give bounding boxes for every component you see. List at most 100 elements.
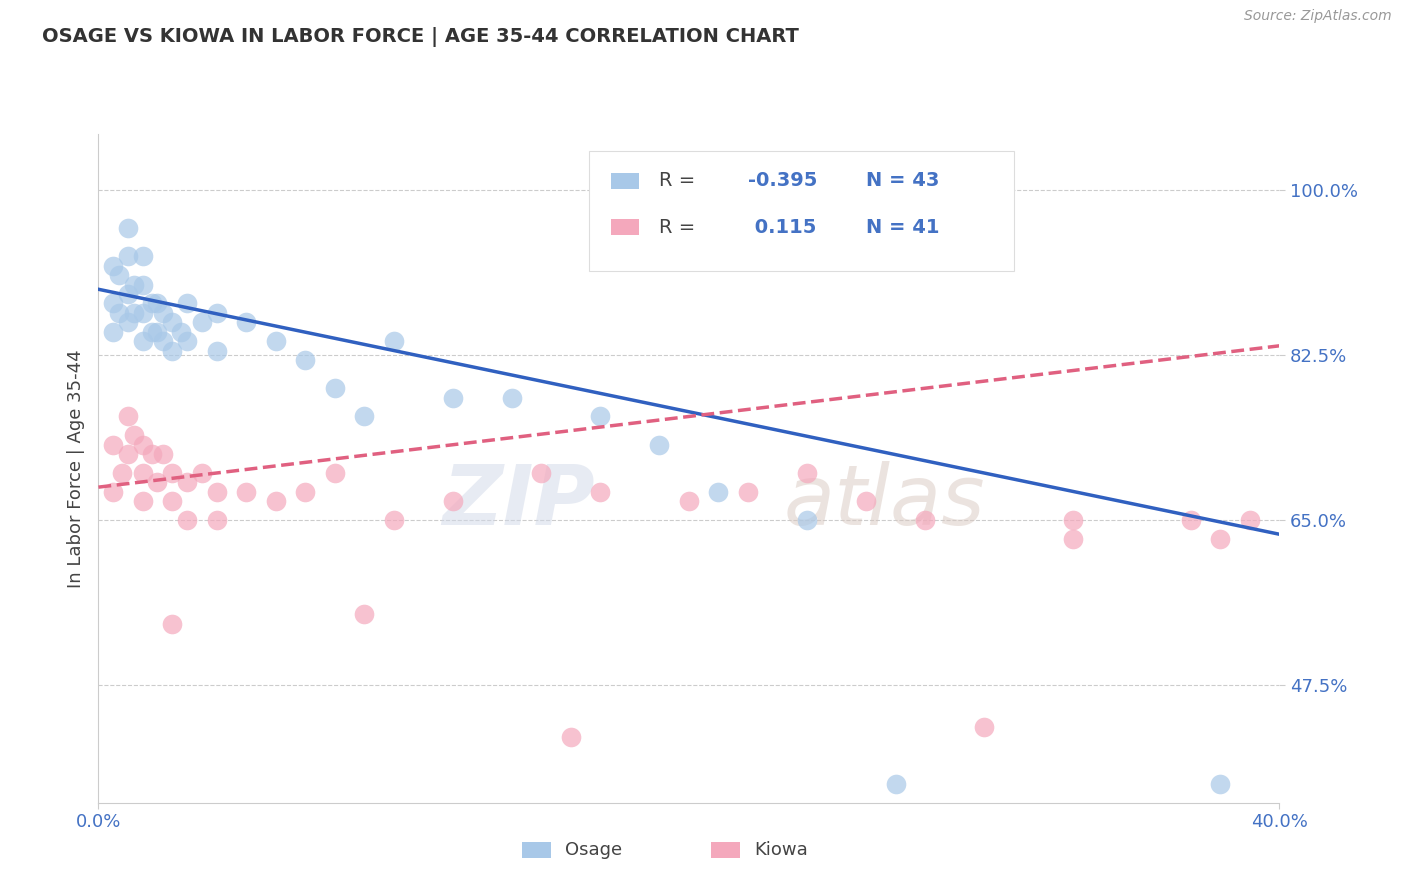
Text: N = 41: N = 41 xyxy=(866,218,939,237)
Text: Kiowa: Kiowa xyxy=(754,840,807,859)
Point xyxy=(132,494,155,508)
Point xyxy=(264,494,287,508)
Point xyxy=(294,353,316,368)
Point xyxy=(737,484,759,499)
Point xyxy=(323,381,346,395)
FancyBboxPatch shape xyxy=(612,219,640,235)
Text: N = 43: N = 43 xyxy=(866,171,939,190)
Point xyxy=(796,513,818,527)
Point xyxy=(132,334,155,348)
Point xyxy=(103,438,125,452)
Text: OSAGE VS KIOWA IN LABOR FORCE | AGE 35-44 CORRELATION CHART: OSAGE VS KIOWA IN LABOR FORCE | AGE 35-4… xyxy=(42,27,799,46)
Point xyxy=(122,277,145,292)
Text: R =: R = xyxy=(659,218,702,237)
Point xyxy=(855,494,877,508)
Point xyxy=(501,391,523,405)
Text: 0.115: 0.115 xyxy=(748,218,817,237)
Point xyxy=(323,466,346,480)
Point xyxy=(122,306,145,320)
Point xyxy=(117,447,139,461)
Point xyxy=(382,334,405,348)
Point xyxy=(353,409,375,424)
Point xyxy=(530,466,553,480)
Point xyxy=(141,325,163,339)
Point xyxy=(103,484,125,499)
Point xyxy=(117,315,139,329)
Point xyxy=(146,325,169,339)
Point xyxy=(176,475,198,490)
FancyBboxPatch shape xyxy=(612,173,640,189)
Point xyxy=(973,720,995,734)
Point xyxy=(264,334,287,348)
Point xyxy=(441,391,464,405)
Point xyxy=(796,466,818,480)
Point xyxy=(294,484,316,499)
Point xyxy=(111,466,134,480)
Point xyxy=(205,343,228,358)
Point xyxy=(235,315,257,329)
Point xyxy=(707,484,730,499)
Point xyxy=(205,306,228,320)
Point xyxy=(132,277,155,292)
Point xyxy=(176,334,198,348)
FancyBboxPatch shape xyxy=(711,842,740,858)
Point xyxy=(1209,777,1232,791)
FancyBboxPatch shape xyxy=(589,151,1014,271)
Point xyxy=(1209,532,1232,546)
Point xyxy=(205,513,228,527)
Point xyxy=(162,315,183,329)
Point xyxy=(170,325,193,339)
Point xyxy=(132,466,155,480)
Point xyxy=(353,607,375,622)
Point xyxy=(176,296,198,310)
Text: R =: R = xyxy=(659,171,702,190)
Point xyxy=(117,221,139,235)
Point xyxy=(162,616,183,631)
Point xyxy=(191,466,214,480)
Point xyxy=(560,730,582,744)
Point xyxy=(162,343,183,358)
Point xyxy=(1062,513,1084,527)
Point xyxy=(1180,513,1202,527)
Text: Source: ZipAtlas.com: Source: ZipAtlas.com xyxy=(1244,9,1392,23)
Point xyxy=(589,409,612,424)
Text: ZIP: ZIP xyxy=(441,461,595,542)
Point xyxy=(162,494,183,508)
Text: Osage: Osage xyxy=(565,840,621,859)
Text: atlas: atlas xyxy=(783,461,986,542)
Point xyxy=(132,306,155,320)
Point xyxy=(914,513,936,527)
Point xyxy=(108,268,131,282)
Text: -0.395: -0.395 xyxy=(748,171,817,190)
Point xyxy=(117,249,139,263)
Point xyxy=(122,428,145,442)
Point xyxy=(103,325,125,339)
Point xyxy=(884,777,907,791)
Point xyxy=(117,287,139,301)
Point xyxy=(382,513,405,527)
Point xyxy=(648,438,671,452)
Point xyxy=(162,466,183,480)
Point xyxy=(146,296,169,310)
Point xyxy=(152,447,174,461)
FancyBboxPatch shape xyxy=(523,842,551,858)
Point xyxy=(132,249,155,263)
Point xyxy=(589,484,612,499)
Y-axis label: In Labor Force | Age 35-44: In Labor Force | Age 35-44 xyxy=(66,349,84,588)
Point xyxy=(191,315,214,329)
Point xyxy=(103,296,125,310)
Point xyxy=(152,334,174,348)
Point xyxy=(152,306,174,320)
Point xyxy=(117,409,139,424)
Point xyxy=(205,484,228,499)
Point xyxy=(1239,513,1261,527)
Point xyxy=(235,484,257,499)
Point xyxy=(103,259,125,273)
Point xyxy=(678,494,700,508)
Point xyxy=(176,513,198,527)
Point xyxy=(146,475,169,490)
Point xyxy=(132,438,155,452)
Point xyxy=(141,296,163,310)
Point xyxy=(1062,532,1084,546)
Point xyxy=(108,306,131,320)
